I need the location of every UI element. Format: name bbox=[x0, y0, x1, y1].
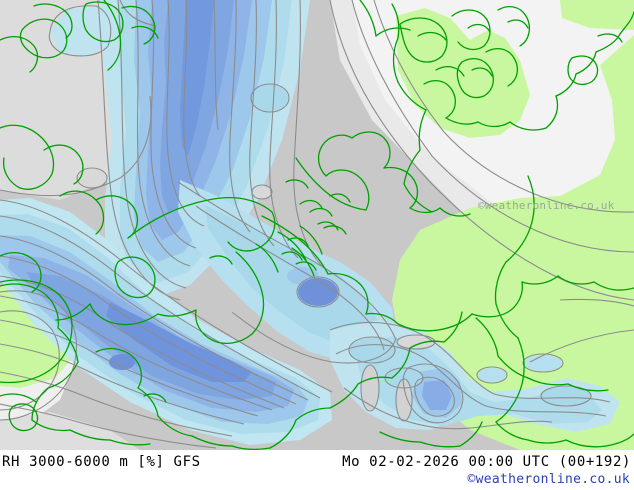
rh-blob-grey-11 bbox=[362, 366, 378, 410]
rh-blob-grey-14 bbox=[253, 186, 271, 198]
rh-blob-cyan-2 bbox=[386, 369, 422, 387]
rh-blob-cyan-1 bbox=[350, 338, 394, 362]
rh-blob-deep-9 bbox=[109, 354, 135, 370]
rh-band-deepblue-south-core bbox=[422, 380, 452, 410]
rh-band-green-nline bbox=[560, 0, 634, 30]
parameter-label: RH 3000-6000 m [%] GFS bbox=[2, 454, 201, 470]
contour-lines bbox=[0, 0, 634, 449]
rh-blob-cyan-6 bbox=[252, 85, 288, 111]
rh-band-lightcyan-south bbox=[352, 336, 602, 426]
rh-band-green-main bbox=[392, 35, 634, 450]
rh-blob-cyan-4 bbox=[542, 387, 590, 405]
map-canvas[interactable]: ©weatheronline.co.uk bbox=[0, 0, 634, 450]
rh-blob-grey-12 bbox=[397, 380, 411, 420]
rh-band-deepblue-nw bbox=[180, 0, 214, 156]
rh-blob-cyan-3 bbox=[524, 355, 562, 371]
rh-band-green-denmark bbox=[396, 8, 530, 138]
forecast-run-label: Mo 02-02-2026 00:00 UTC (00+192) bbox=[342, 454, 631, 470]
map-svg bbox=[0, 0, 634, 450]
rh-blob-cyan-5 bbox=[478, 368, 506, 382]
rh-blob-grey-13 bbox=[78, 169, 106, 187]
coastlines-and-borders bbox=[0, 0, 634, 450]
copyright-credit[interactable]: ©weatheronline.co.uk bbox=[467, 472, 630, 487]
rh-blob-grey-10 bbox=[398, 336, 434, 348]
rh-blob-deep-8 bbox=[298, 278, 338, 306]
rh-band-cyan-pocket-nw bbox=[50, 6, 112, 58]
footer-bar: RH 3000-6000 m [%] GFS Mo 02-02-2026 00:… bbox=[0, 450, 634, 490]
